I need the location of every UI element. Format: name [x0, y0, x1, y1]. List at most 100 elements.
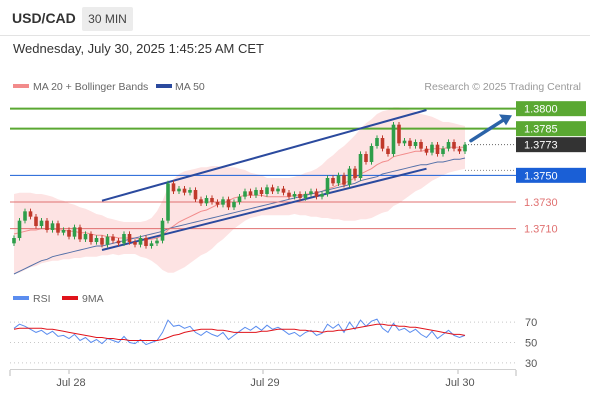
rsi-legend-label: RSI — [33, 293, 51, 305]
symbol-title: USD/CAD — [12, 10, 76, 26]
candle-body — [292, 194, 297, 197]
candle-body — [193, 190, 198, 200]
time-axis-labels: Jul 28 Jul 29 Jul 30 — [9, 370, 517, 389]
candle-body — [419, 142, 423, 149]
candle-body — [138, 238, 143, 245]
candle-body — [369, 146, 374, 162]
candle-body — [116, 240, 121, 244]
last-price-tag-bg — [516, 137, 586, 153]
ma20-legend-swatch — [13, 84, 29, 88]
candle-body — [243, 191, 247, 197]
candle-body — [204, 198, 209, 204]
candle-body — [188, 190, 192, 193]
candle-body — [342, 175, 346, 185]
candle-body — [320, 194, 324, 197]
candle-body — [314, 191, 319, 197]
candle-body — [166, 183, 170, 221]
candle-body — [177, 188, 181, 192]
candle-body — [72, 227, 77, 237]
ma20-legend-label: MA 20 + Bollinger Bands — [33, 81, 148, 93]
rsi-ma-line — [13, 323, 466, 341]
candle-body — [105, 236, 110, 245]
candle-body — [210, 198, 214, 202]
price-tags: 1.3800 1.3785 1.3773 1.3750 1.3730 1.3710 — [516, 101, 586, 236]
candle-body — [221, 199, 225, 205]
bollinger-bands — [14, 107, 465, 274]
candle-body — [237, 196, 242, 202]
rsi-line — [13, 318, 466, 346]
candle-body — [391, 124, 396, 154]
candle-body — [287, 192, 291, 197]
candle-body — [50, 223, 55, 230]
candle-body — [215, 202, 220, 205]
pivot-price-tag: 1.3750 — [524, 170, 558, 182]
candle-body — [144, 238, 148, 246]
candle-body — [199, 199, 203, 204]
pivot-price-tag-bg — [516, 167, 586, 183]
candle-body — [100, 238, 104, 245]
trend-channel — [101, 109, 512, 251]
candle-body — [446, 142, 451, 149]
candle-body — [259, 190, 264, 194]
candle-body — [413, 142, 418, 146]
candle-body — [380, 138, 385, 149]
candle-body — [89, 234, 93, 242]
rsi-ma-legend-swatch — [62, 296, 78, 300]
candle-body — [61, 230, 66, 233]
candle-body — [309, 191, 313, 194]
candle-body — [94, 238, 99, 242]
resistance-price-tag-bg — [516, 121, 586, 137]
candle-body — [254, 190, 258, 196]
credit-text: Research © 2025 Trading Central — [424, 81, 581, 93]
candle-body — [375, 138, 379, 146]
timestamp-text: Wednesday, July 30, 2025 1:45:25 AM CET — [13, 41, 264, 56]
time-axis-label: Jul 30 — [445, 377, 474, 389]
header-divider — [0, 35, 590, 36]
candle-body — [331, 178, 335, 184]
candle-body — [397, 124, 401, 144]
rsi-legend-swatch — [13, 296, 29, 300]
candle-body — [78, 227, 82, 240]
price-levels — [10, 107, 516, 230]
candle-body — [34, 216, 38, 226]
candle-body — [226, 199, 231, 208]
timeframe-button[interactable]: 30 MIN — [82, 7, 133, 31]
ma50-legend-swatch — [156, 84, 172, 88]
candle-body — [17, 220, 22, 238]
candle-body — [160, 220, 165, 241]
candle-body — [45, 220, 49, 230]
candle-body — [281, 188, 286, 193]
rsi-panel: 70 50 30 — [10, 317, 537, 370]
candle-body — [182, 188, 187, 193]
rsi-tick-label: 70 — [525, 317, 537, 329]
candle-body — [358, 154, 363, 178]
candle-body — [67, 230, 71, 237]
candle-body — [303, 194, 308, 198]
candle-body — [463, 144, 467, 152]
candle-body — [402, 140, 407, 144]
candle-body — [457, 148, 462, 152]
candle-body — [441, 148, 445, 154]
candle-body — [39, 220, 44, 226]
rsi-tick-label: 50 — [525, 338, 537, 350]
resistance-price-tag-bg — [516, 101, 586, 117]
candle-body — [276, 188, 280, 192]
candle-body — [298, 194, 302, 198]
support-price-label: 1.3710 — [524, 224, 558, 236]
candle-body — [452, 142, 456, 149]
resistance-price-tag: 1.3785 — [524, 124, 558, 136]
support-price-label: 1.3730 — [524, 197, 558, 209]
forecast-arrow-shaft — [469, 116, 508, 143]
resistance-price-tag: 1.3800 — [524, 104, 558, 116]
candle-body — [435, 144, 440, 154]
rsi-tick-label: 30 — [525, 358, 537, 370]
candle-body — [265, 187, 269, 194]
candle-body — [23, 211, 27, 221]
rsi-ma-legend-label: 9MA — [82, 293, 104, 305]
candle-body — [386, 148, 390, 154]
candle-body — [364, 154, 368, 162]
candle-body — [430, 144, 434, 153]
channel-upper-line — [101, 109, 427, 202]
